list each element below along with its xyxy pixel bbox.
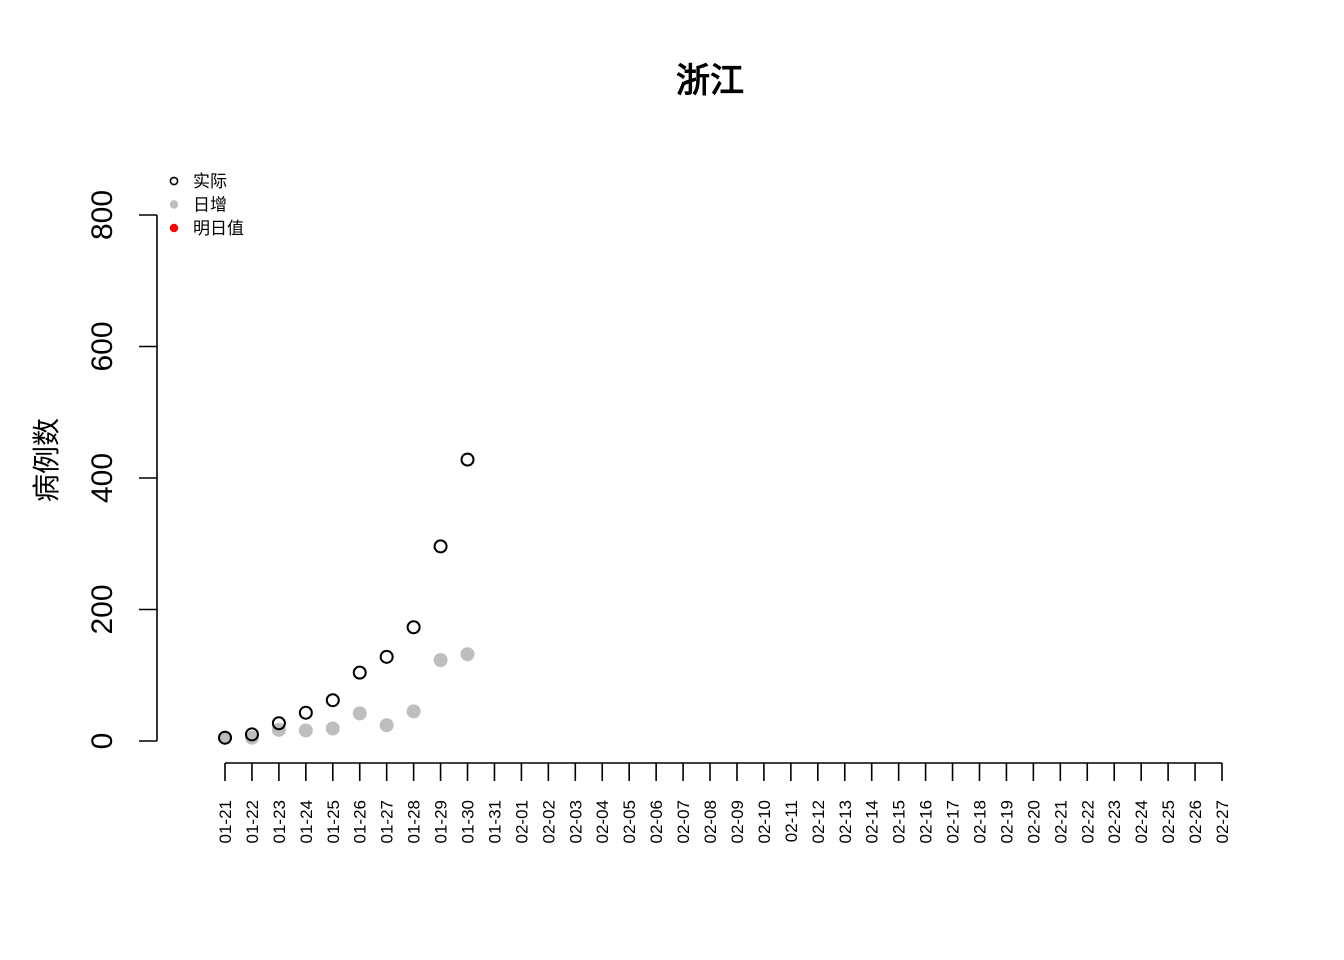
- x-tick-label: 02-04: [593, 800, 612, 843]
- data-point-actual: [433, 539, 448, 554]
- x-tick-label: 01-30: [459, 800, 478, 843]
- x-tick-label: 02-10: [755, 800, 774, 843]
- x-tick-label: 02-22: [1078, 800, 1097, 843]
- x-tick-label: 02-19: [997, 800, 1016, 843]
- data-point-actual: [298, 705, 313, 720]
- data-point-daily: [379, 718, 394, 733]
- y-tick-label: 800: [86, 190, 119, 240]
- x-tick-label: 02-14: [863, 800, 882, 843]
- data-point-actual: [271, 716, 286, 731]
- data-point-actual: [218, 730, 232, 745]
- x-tick-label: 02-25: [1159, 800, 1178, 843]
- data-point-actual: [460, 452, 475, 467]
- y-tick-label: 200: [86, 584, 119, 634]
- x-tick-label: 01-25: [324, 800, 343, 843]
- x-tick-label: 02-20: [1024, 800, 1043, 843]
- x-axis: 01-21 01-22 01-23 01-24 01-25 01-26 01-27 01-28…: [216, 762, 1232, 843]
- legend-label: 日增: [193, 196, 227, 216]
- x-tick-label: 01-26: [351, 800, 370, 843]
- data-point-actual: [325, 693, 340, 708]
- x-tick-label: 02-18: [970, 800, 989, 843]
- x-tick-label: 02-01: [512, 800, 531, 843]
- data-point-actual: [379, 649, 394, 664]
- data-point-actual: [352, 665, 367, 680]
- data-point-daily: [218, 730, 232, 745]
- x-tick-label: 02-15: [890, 800, 909, 843]
- y-axis: 0 200 400 600 800: [86, 190, 158, 750]
- chart-title: 浙江: [676, 61, 744, 101]
- x-tick-label: 02-17: [944, 800, 963, 843]
- data-point-daily: [460, 647, 475, 662]
- legend-marker-open: [169, 176, 179, 186]
- data-point-actual: [244, 727, 259, 742]
- x-tick-label: 01-31: [485, 800, 504, 843]
- x-tick-label: 02-03: [566, 800, 585, 843]
- data-point-actual: [406, 620, 421, 635]
- x-tick-label: 02-26: [1186, 800, 1205, 843]
- x-tick-label: 01-29: [432, 800, 451, 843]
- x-tick-label: 02-24: [1132, 800, 1151, 843]
- x-tick-label: 02-12: [809, 800, 828, 843]
- legend-label: 实际: [193, 172, 227, 192]
- y-tick-label: 400: [86, 453, 119, 503]
- x-tick-label: 02-08: [701, 800, 720, 843]
- x-tick-label: 01-27: [378, 800, 397, 843]
- x-tick-label: 02-13: [836, 800, 855, 843]
- data-point-daily: [244, 730, 259, 745]
- legend-marker-filled: [169, 200, 179, 209]
- x-tick-label: 01-23: [270, 800, 289, 843]
- data-point-daily: [433, 653, 448, 668]
- y-tick-label: 0: [86, 733, 119, 750]
- y-tick-label: 600: [86, 321, 119, 371]
- x-tick-label: 02-07: [674, 800, 693, 843]
- x-tick-label: 01-22: [243, 800, 262, 843]
- legend-marker-filled: [169, 223, 179, 233]
- x-tick-label: 01-28: [405, 800, 424, 843]
- data-point-daily: [325, 721, 340, 736]
- x-tick-label: 02-05: [620, 800, 639, 843]
- data-points: [218, 452, 475, 745]
- x-tick-label: 01-24: [297, 800, 316, 843]
- y-axis-label: 病例数: [30, 418, 63, 502]
- data-point-daily: [352, 706, 367, 721]
- x-tick-label: 02-21: [1051, 800, 1070, 843]
- x-tick-label: 02-09: [728, 800, 747, 843]
- x-tick-label: 01-21: [216, 800, 235, 843]
- data-point-daily: [406, 704, 421, 719]
- legend-label: 明日值: [193, 219, 244, 239]
- x-tick-label: 02-02: [539, 800, 558, 843]
- x-tick-label: 02-11: [782, 800, 801, 842]
- x-tick-label: 02-16: [917, 800, 936, 843]
- data-point-daily: [298, 723, 313, 738]
- x-tick-label: 02-27: [1213, 800, 1232, 843]
- x-tick-label: 02-23: [1105, 800, 1124, 843]
- x-tick-label: 02-06: [647, 800, 666, 843]
